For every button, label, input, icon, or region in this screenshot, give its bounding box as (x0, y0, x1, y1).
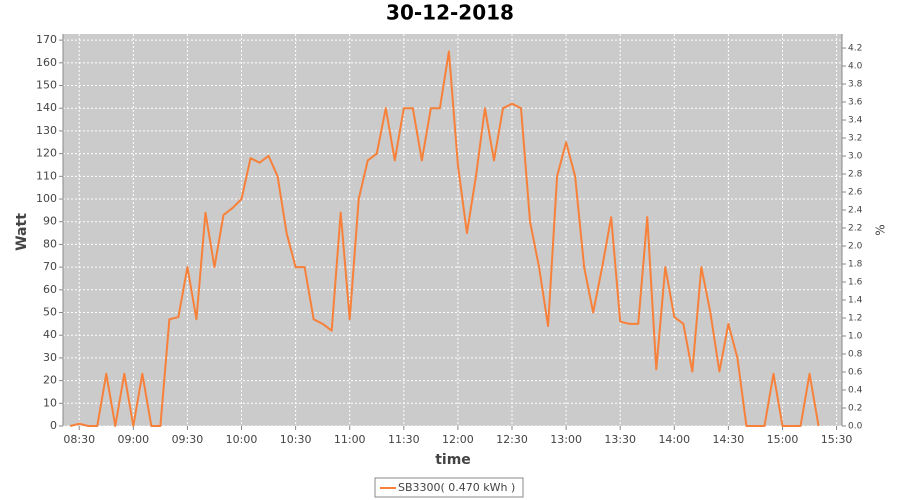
y2-tick-label: 1.8 (848, 260, 863, 270)
legend-label: SB3300( 0.470 kWh ) (398, 481, 515, 494)
x-axis-label: time (435, 452, 471, 468)
legend-box (374, 477, 524, 498)
x-tick-label: 12:30 (496, 433, 528, 446)
chart-title: 30-12-2018 (386, 1, 514, 25)
y2-tick-label: 3.6 (848, 98, 863, 108)
y-tick-label: 100 (36, 192, 57, 205)
y2-tick-label: 1.0 (848, 332, 863, 342)
x-tick-label: 11:00 (334, 433, 366, 446)
y2-tick-label: 3.8 (848, 80, 863, 90)
y2-tick-label: 3.2 (848, 134, 862, 144)
y-tick-label: 170 (36, 33, 57, 46)
y2-tick-label: 3.4 (848, 116, 863, 126)
y-tick-label: 120 (36, 147, 57, 160)
y2-tick-label: 0.6 (848, 368, 863, 378)
y2-tick-label: 0.2 (848, 404, 862, 414)
x-tick-label: 13:00 (550, 433, 582, 446)
x-tick-label: 13:30 (604, 433, 636, 446)
y-tick-label: 20 (43, 374, 57, 387)
x-tick-label: 10:00 (226, 433, 258, 446)
y2-axis-label: % (874, 224, 888, 235)
y2-tick-label: 0.8 (848, 350, 863, 360)
x-tick-label: 14:00 (658, 433, 690, 446)
y2-tick-label: 2.0 (848, 242, 863, 252)
y-tick-label: 150 (36, 79, 57, 92)
y-tick-label: 70 (43, 260, 57, 273)
x-tick-label: 15:30 (821, 433, 853, 446)
x-tick-label: 08:30 (63, 433, 95, 446)
y-tick-label: 110 (36, 169, 57, 182)
y-tick-label: 140 (36, 101, 57, 114)
x-tick-label: 12:00 (442, 433, 474, 446)
y-tick-label: 50 (43, 306, 57, 319)
y2-tick-label: 2.2 (848, 224, 862, 234)
y2-tick-label: 1.6 (848, 278, 863, 288)
y2-tick-label: 4.0 (848, 62, 863, 72)
x-tick-label: 15:00 (767, 433, 799, 446)
y-tick-label: 40 (43, 328, 57, 341)
x-tick-label: 09:00 (117, 433, 149, 446)
y2-tick-label: 0.4 (848, 386, 863, 396)
y2-tick-label: 0.0 (848, 422, 863, 432)
y-tick-label: 130 (36, 124, 57, 137)
y2-tick-label: 1.4 (848, 296, 863, 306)
y-tick-label: 0 (50, 419, 57, 432)
y-axis-label: Watt (14, 213, 30, 251)
series-line (69, 50, 820, 427)
y2-tick-label: 4.2 (848, 44, 862, 54)
y-tick-label: 80 (43, 237, 57, 250)
y2-tick-label: 1.2 (848, 314, 862, 324)
y2-tick-label: 3.0 (848, 152, 863, 162)
x-tick-label: 09:30 (172, 433, 204, 446)
y-tick-label: 60 (43, 283, 57, 296)
y2-tick-label: 2.8 (848, 170, 863, 180)
x-tick-label: 10:30 (280, 433, 312, 446)
y-tick-label: 10 (43, 396, 57, 409)
y-tick-label: 160 (36, 56, 57, 69)
y2-tick-label: 2.4 (848, 206, 863, 216)
y-tick-label: 90 (43, 215, 57, 228)
x-tick-label: 11:30 (388, 433, 420, 446)
y2-tick-label: 2.6 (848, 188, 863, 198)
y-tick-label: 30 (43, 351, 57, 364)
x-tick-label: 14:30 (713, 433, 745, 446)
